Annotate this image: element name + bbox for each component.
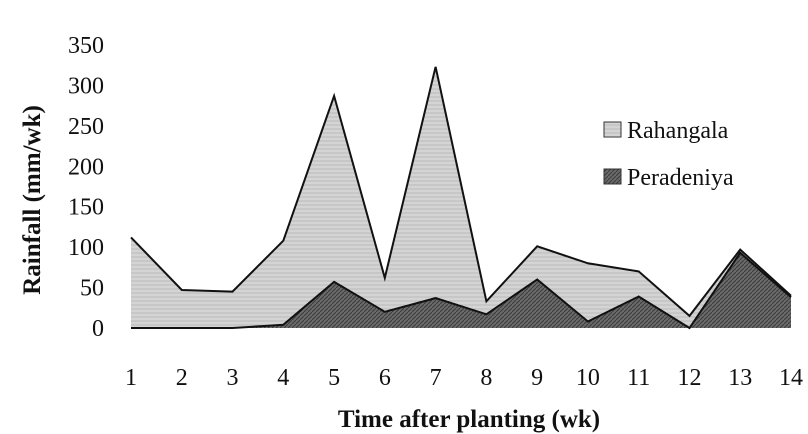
x-tick-label: 4	[277, 365, 289, 391]
y-axis-title: Rainfall (mm/wk)	[19, 105, 46, 295]
x-axis-title: Time after planting (wk)	[338, 406, 600, 433]
area-peradeniya-outline	[131, 251, 792, 330]
area-rahangala-outline	[130, 66, 792, 318]
x-axis-ticks: 1 2 3 4 5 6 7 8 9 10 11 12 13 14	[125, 365, 803, 391]
legend: Rahangala Peradeniya	[603, 118, 734, 191]
x-tick-label: 3	[227, 365, 239, 391]
x-tick-label: 14	[779, 365, 803, 391]
x-tick-label: 10	[576, 365, 600, 391]
area-peradeniya	[131, 252, 791, 328]
y-tick-label: 350	[68, 33, 104, 59]
x-tick-label: 6	[379, 365, 391, 391]
x-tick-label: 11	[627, 365, 650, 391]
x-tick-label: 2	[176, 365, 188, 391]
y-axis-ticks: 0 50 100 150 200 250 300 350	[68, 33, 104, 342]
legend-label-peradeniya: Peradeniya	[627, 165, 734, 191]
x-tick-label: 5	[328, 365, 340, 391]
y-tick-label: 250	[68, 114, 104, 140]
x-tick-label: 13	[728, 365, 752, 391]
area-rahangala	[131, 66, 791, 329]
y-tick-label: 150	[68, 195, 104, 221]
x-tick-label: 8	[480, 365, 492, 391]
x-tick-label: 7	[430, 365, 442, 391]
series-areas	[130, 66, 792, 330]
y-tick-label: 50	[80, 276, 104, 302]
x-tick-label: 9	[531, 365, 543, 391]
y-tick-label: 200	[68, 154, 104, 180]
legend-swatch-rahangala	[603, 121, 622, 138]
y-tick-label: 100	[68, 235, 104, 261]
x-tick-label: 12	[677, 365, 701, 391]
legend-swatch-peradeniya	[603, 168, 622, 185]
y-tick-label: 0	[92, 316, 104, 342]
y-tick-label: 300	[68, 73, 104, 99]
x-tick-label: 1	[125, 365, 137, 391]
legend-label-rahangala: Rahangala	[627, 118, 729, 144]
